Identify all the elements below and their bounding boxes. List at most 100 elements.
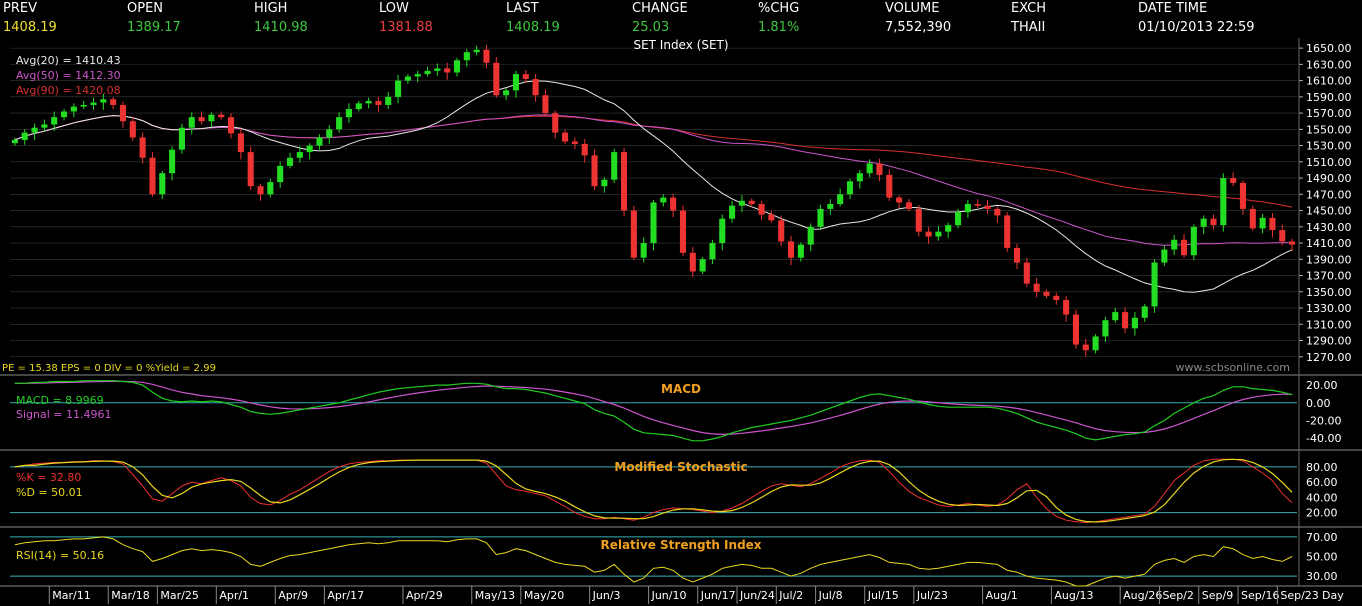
- candle-body: [1004, 215, 1011, 248]
- x-tick-label: Jun/10: [651, 589, 687, 602]
- candle-body: [660, 197, 667, 203]
- candle-body: [60, 111, 68, 118]
- y-tick-label: 1610.00: [1306, 75, 1352, 88]
- candle-body: [306, 145, 313, 153]
- candle-body: [385, 96, 392, 105]
- candle-body: [355, 103, 362, 110]
- candle-body: [640, 243, 647, 258]
- candle-body: [837, 194, 844, 205]
- stoch-y-tick-label: 60.00: [1306, 476, 1338, 489]
- candle-body: [1151, 262, 1158, 307]
- candle-body: [925, 231, 932, 237]
- candle-body: [21, 132, 28, 140]
- candle-body: [994, 208, 1001, 216]
- rsi-line: [14, 536, 1293, 587]
- rsi-y-tick-label: 50.00: [1306, 551, 1338, 564]
- candle-body: [1180, 239, 1188, 256]
- quote-value-2: 1410.98: [254, 20, 308, 35]
- x-tick-label: May/20: [524, 589, 564, 602]
- candle-body: [424, 70, 431, 75]
- candle-body: [955, 212, 962, 226]
- quote-label-2: HIGH: [254, 1, 288, 16]
- candle-body: [571, 141, 578, 144]
- x-tick-label: Sep/2: [1162, 589, 1193, 602]
- candle-body: [670, 197, 677, 211]
- candle-body: [100, 99, 107, 103]
- candle-body: [188, 117, 195, 128]
- candle-body: [90, 102, 97, 105]
- quote-label-3: LOW: [379, 1, 409, 16]
- candle-body: [414, 74, 421, 77]
- candle-body: [1289, 241, 1296, 245]
- quote-label-9: DATE TIME: [1138, 1, 1208, 16]
- candle-body: [159, 173, 166, 195]
- candle-body: [1102, 320, 1109, 337]
- y-tick-label: 1530.00: [1306, 140, 1352, 153]
- quote-label-4: LAST: [506, 1, 539, 16]
- y-tick-label: 1410.00: [1306, 237, 1352, 250]
- candle-body: [552, 113, 559, 133]
- candle-body: [473, 49, 480, 53]
- candle-body: [336, 117, 343, 130]
- x-tick-label: Jun/24: [739, 589, 775, 602]
- quote-value-1: 1389.17: [127, 20, 181, 35]
- x-tick-label: Mar/18: [111, 589, 149, 602]
- candle-body: [1259, 217, 1266, 229]
- quote-header: PREV 1408.19 OPEN 1389.17 HIGH 1410.98 LOW 1381…: [0, 0, 1362, 38]
- candle-body: [286, 157, 294, 166]
- candle-body: [768, 214, 775, 221]
- y-tick-label: 1390.00: [1306, 253, 1352, 266]
- candle-body: [1013, 247, 1021, 263]
- candle-body: [729, 205, 736, 219]
- quote-label-5: CHANGE: [632, 1, 688, 16]
- y-tick-label: 1330.00: [1306, 302, 1352, 315]
- candle-body: [807, 226, 814, 245]
- candle-body: [974, 204, 981, 206]
- macd-y-tick-label: -40.00: [1306, 432, 1341, 445]
- quote-value-0: 1408.19: [3, 20, 57, 35]
- candle-body: [51, 117, 58, 125]
- candle-body: [169, 149, 176, 174]
- candle-body: [699, 259, 706, 272]
- candle-body: [178, 127, 185, 150]
- signal-line: [14, 380, 1293, 436]
- x-tick-label: Apr/9: [278, 589, 308, 602]
- candle-body: [896, 197, 903, 203]
- candle-body: [591, 155, 598, 187]
- quote-label-0: PREV: [3, 1, 37, 16]
- chart-title: SET Index (SET): [633, 38, 728, 52]
- legend-k: %K = 32.80: [16, 471, 81, 484]
- y-tick-label: 1450.00: [1306, 205, 1352, 218]
- candle-body: [738, 200, 745, 206]
- candle-body: [41, 124, 48, 128]
- x-tick-label: Aug/26: [1123, 589, 1162, 602]
- quote-value-9: 01/10/2013 22:59: [1138, 20, 1255, 35]
- candle-body: [1239, 182, 1247, 209]
- candle-body: [709, 243, 716, 260]
- candle-body: [562, 132, 569, 142]
- legend-avg90: Avg(90) = 1420.08: [16, 84, 121, 97]
- quote-label-1: OPEN: [127, 1, 164, 16]
- candle-body: [1043, 291, 1050, 296]
- x-tick-label: Jul/2: [778, 589, 803, 602]
- candle-body: [316, 137, 323, 146]
- candle-body: [345, 109, 352, 118]
- legend-avg50: Avg(50) = 1412.30: [16, 69, 121, 82]
- candle-body: [611, 152, 618, 180]
- y-tick-label: 1430.00: [1306, 221, 1352, 234]
- avg50-line: [14, 114, 1293, 246]
- candle-body: [748, 200, 755, 205]
- y-tick-label: 1310.00: [1306, 318, 1352, 331]
- candle-body: [1210, 218, 1217, 226]
- candle-body: [11, 139, 18, 144]
- legend-macd: MACD = 8.9969: [16, 394, 104, 407]
- x-tick-label: May/13: [475, 589, 515, 602]
- candle-body: [915, 208, 922, 232]
- y-tick-label: 1630.00: [1306, 58, 1352, 71]
- y-tick-label: 1290.00: [1306, 335, 1352, 348]
- candle-body: [444, 68, 451, 73]
- candle-body: [139, 137, 146, 158]
- candle-body: [434, 68, 441, 71]
- watermark: www.scbsonline.com: [1175, 361, 1290, 374]
